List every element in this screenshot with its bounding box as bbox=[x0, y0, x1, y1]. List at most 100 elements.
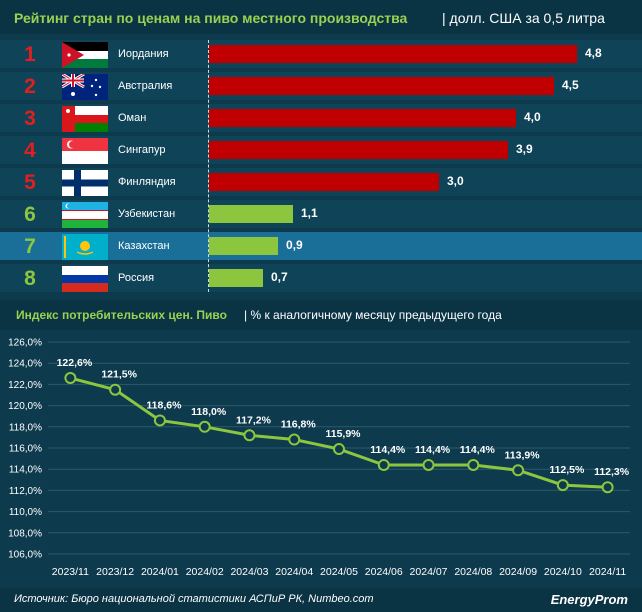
data-label: 112,5% bbox=[549, 464, 585, 476]
ranking-subtitle: | долл. США за 0,5 литра bbox=[442, 10, 605, 26]
rank-number: 5 bbox=[24, 171, 36, 194]
uzbekistan-flag-icon bbox=[62, 202, 108, 228]
data-label: 121,5% bbox=[101, 369, 137, 381]
price-value-label: 3,0 bbox=[447, 174, 464, 188]
data-point bbox=[333, 443, 345, 456]
country-name: Оман bbox=[118, 112, 147, 124]
australia-flag-icon bbox=[62, 74, 108, 100]
data-label: 112,3% bbox=[594, 466, 630, 478]
cpi-line-chart: 106,0% 108,0% 110,0% 112,0% 114,0% 116,0% 118,… bbox=[8, 338, 630, 578]
data-label: 114,4% bbox=[415, 444, 451, 456]
price-bar bbox=[209, 77, 554, 95]
x-tick-label: 2024/04 bbox=[275, 566, 313, 578]
ranking-row: 8 Россия 0,7 bbox=[0, 264, 642, 292]
ranking-row: 4 Сингапур 3,9 bbox=[0, 136, 642, 164]
energyprom-logo: EnergyProm bbox=[550, 592, 628, 607]
cpi-title: Индекс потребительских цен. Пиво bbox=[16, 308, 227, 322]
rank-number: 6 bbox=[24, 203, 36, 226]
y-tick-label: 110,0% bbox=[9, 507, 42, 518]
country-name: Финляндия bbox=[118, 176, 176, 188]
data-label: 115,9% bbox=[325, 428, 361, 440]
data-point bbox=[467, 458, 480, 471]
price-value-label: 4,0 bbox=[524, 110, 541, 124]
data-point bbox=[601, 481, 614, 494]
data-point bbox=[288, 433, 301, 446]
footer: Источник: Бюро национальной статистики А… bbox=[0, 588, 642, 612]
x-tick-label: 2024/08 bbox=[454, 566, 492, 578]
data-label: 118,0% bbox=[191, 406, 227, 418]
russia-flag-icon bbox=[62, 266, 108, 292]
data-point bbox=[153, 414, 166, 427]
price-value-label: 4,8 bbox=[585, 46, 602, 60]
price-bar bbox=[209, 109, 516, 127]
y-tick-label: 116,0% bbox=[9, 444, 42, 455]
y-tick-label: 106,0% bbox=[8, 550, 42, 561]
cpi-subtitle: | % к аналогичному месяцу предыдущего го… bbox=[244, 308, 502, 322]
price-bar bbox=[209, 237, 278, 255]
price-value-label: 0,9 bbox=[286, 238, 303, 252]
y-tick-label: 126,0% bbox=[8, 338, 42, 349]
x-tick-label: 2024/07 bbox=[410, 566, 448, 578]
y-tick-label: 122,0% bbox=[8, 380, 42, 391]
country-name: Узбекистан bbox=[118, 208, 176, 220]
singapore-flag-icon bbox=[62, 138, 108, 164]
x-tick-label: 2024/01 bbox=[141, 566, 179, 578]
rank-number: 8 bbox=[24, 267, 36, 290]
y-tick-label: 108,0% bbox=[8, 528, 42, 539]
country-name: Казахстан bbox=[118, 240, 170, 252]
jordan-flag-icon bbox=[62, 42, 108, 68]
x-tick-label: 2023/12 bbox=[96, 566, 134, 578]
ranking-header: Рейтинг стран по ценам на пиво местного … bbox=[0, 0, 642, 34]
rank-number: 7 bbox=[24, 235, 36, 258]
x-tick-label: 2024/06 bbox=[365, 566, 403, 578]
data-point bbox=[109, 383, 122, 396]
data-point bbox=[64, 372, 77, 385]
kazakhstan-flag-icon bbox=[62, 234, 108, 260]
ranking-title: Рейтинг стран по ценам на пиво местного … bbox=[14, 10, 408, 26]
data-label: 114,4% bbox=[370, 444, 406, 456]
cpi-header: Индекс потребительских цен. Пиво | % к а… bbox=[0, 300, 642, 330]
x-tick-label: 2024/10 bbox=[544, 566, 582, 578]
oman-flag-icon bbox=[62, 106, 108, 132]
country-name: Австралия bbox=[118, 80, 173, 92]
axis-divider bbox=[208, 40, 209, 292]
price-bar bbox=[209, 45, 577, 63]
price-value-label: 3,9 bbox=[516, 142, 533, 156]
y-tick-label: 120,0% bbox=[8, 401, 42, 412]
ranking-row: 1 Иордания 4,8 bbox=[0, 40, 642, 68]
data-label: 118,6% bbox=[146, 399, 182, 411]
data-point bbox=[243, 429, 256, 442]
price-value-label: 4,5 bbox=[562, 78, 579, 92]
y-tick-label: 112,0% bbox=[9, 486, 42, 497]
x-tick-label: 2024/11 bbox=[589, 566, 626, 578]
rank-number: 3 bbox=[24, 107, 36, 130]
price-value-label: 0,7 bbox=[271, 270, 288, 284]
data-label: 113,9% bbox=[505, 449, 541, 461]
ranking-row: 7 Казахстан 0,9 bbox=[0, 232, 642, 260]
y-tick-label: 118,0% bbox=[9, 422, 42, 433]
ranking-row: 2 Австралия 4,5 bbox=[0, 72, 642, 100]
source-note: Источник: Бюро национальной статистики А… bbox=[14, 593, 374, 605]
data-point bbox=[422, 458, 435, 471]
x-tick-label: 2024/03 bbox=[230, 566, 268, 578]
finland-flag-icon bbox=[62, 170, 108, 196]
data-point bbox=[556, 479, 569, 492]
data-point bbox=[512, 464, 525, 477]
ranking-row: 6 Узбекистан 1,1 bbox=[0, 200, 642, 228]
price-bar bbox=[209, 173, 439, 191]
x-tick-label: 2024/02 bbox=[186, 566, 224, 578]
rank-number: 1 bbox=[24, 43, 36, 66]
data-point bbox=[198, 420, 211, 433]
rank-number: 4 bbox=[24, 139, 36, 162]
data-point bbox=[377, 458, 390, 471]
x-tick-label: 2024/05 bbox=[320, 566, 358, 578]
price-value-label: 1,1 bbox=[301, 206, 318, 220]
data-label: 122,6% bbox=[57, 357, 93, 369]
price-bar bbox=[209, 141, 508, 159]
x-tick-label: 2024/09 bbox=[499, 566, 537, 578]
country-name: Сингапур bbox=[118, 144, 166, 156]
country-name: Иордания bbox=[118, 48, 169, 60]
ranking-row: 3 Оман 4,0 bbox=[0, 104, 642, 132]
data-label: 114,4% bbox=[460, 444, 496, 456]
y-tick-label: 114,0% bbox=[9, 465, 42, 476]
